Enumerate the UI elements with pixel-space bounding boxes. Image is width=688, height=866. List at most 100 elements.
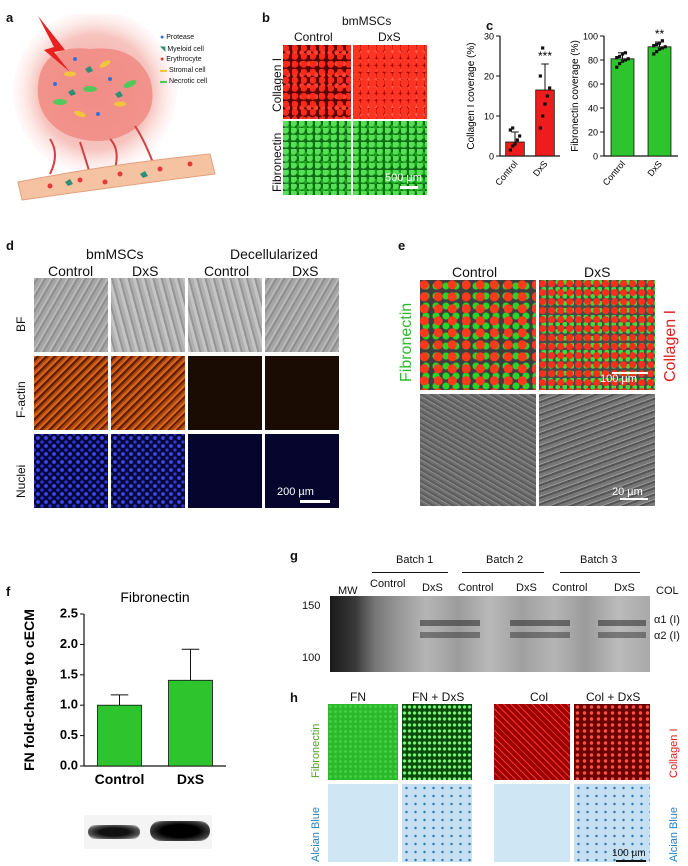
data-point: [618, 54, 622, 58]
lightning-bolt-icon: [38, 16, 70, 72]
chart-title: Fibronectin: [120, 590, 189, 605]
legend-label: Stromal cell: [168, 67, 206, 74]
blot-band: [420, 620, 480, 626]
protease-dot-icon: ●: [160, 34, 165, 41]
legend-item: ◥ Myeloid cell: [160, 45, 207, 56]
y-tick-label: 20: [588, 128, 598, 138]
data-point: [618, 62, 622, 66]
x-tick-label: Control: [601, 159, 627, 188]
x-tick-label: Control: [95, 771, 145, 787]
y-tick-label: 0: [489, 152, 494, 162]
right-label-alcian: Alcian Blue: [668, 806, 680, 862]
col-label-fn-dxs: FN + DxS: [412, 690, 465, 704]
scale-bar-label-e-bottom: 20 µm: [612, 486, 643, 498]
data-point: [657, 41, 662, 45]
left-label-fibronectin: Fibronectin: [310, 723, 322, 778]
row-label-fibronectin: Fibronectin: [270, 132, 284, 192]
data-point: [541, 46, 545, 50]
image-factin-bmmsc-control: [34, 356, 108, 430]
band-label-alpha1: α1 (I): [654, 614, 680, 626]
image-bf-bmmsc-control: [34, 278, 108, 352]
y-tick-label: 40: [588, 104, 598, 114]
data-point: [620, 59, 625, 63]
data-point: [545, 94, 549, 98]
scale-bar-e-top: [612, 372, 648, 374]
image-collagen-control: [283, 45, 351, 119]
panel-letter-e: e: [398, 238, 406, 253]
image-collagen-dxs: [353, 45, 427, 119]
tumor-mass: [37, 48, 153, 142]
image-nuclei-decell-dxs: [265, 434, 339, 508]
blood-vessel-branches: [49, 125, 156, 175]
data-point: [623, 58, 627, 62]
image-alcian-col-dxs: [574, 784, 650, 862]
chart-fn-fold-change: 0.0 0.5 1.0 1.5 2.0 2.5 FN fold-change to cECM…: [21, 590, 226, 787]
data-point: [543, 102, 547, 106]
data-point: [620, 52, 625, 56]
group-label-decellularized: Decellularized: [230, 246, 318, 262]
y-tick-label: 1.5: [60, 666, 78, 681]
data-point: [615, 65, 619, 69]
panel-letter-h: h: [290, 690, 298, 705]
y-tick-label: 0.5: [60, 727, 78, 742]
mw-label: MW: [338, 585, 358, 597]
col-label-control: Control: [48, 263, 94, 279]
legend-label: Erythrocyte: [166, 56, 202, 63]
y-tick-label: 60: [588, 80, 598, 90]
data-point: [652, 44, 656, 48]
image-nuclei-bmmsc-dxs: [111, 434, 185, 508]
data-point: [663, 45, 667, 49]
col-label-fn: FN: [350, 690, 366, 704]
scale-bar-b: [400, 186, 418, 189]
left-label-alcian: Alcian Blue: [310, 806, 322, 862]
col-label-control: Control: [294, 30, 333, 44]
lane-label: Control: [370, 578, 406, 590]
col-label-col-dxs: Col + DxS: [586, 690, 641, 704]
panel-letter-a: a: [6, 10, 14, 25]
left-label-fibronectin: Fibronectin: [398, 302, 415, 382]
mw-marker-100: 100: [302, 652, 321, 664]
panel-letter-b: b: [262, 10, 270, 25]
data-point: [511, 126, 515, 130]
myeloid-cell-icon: ◥: [160, 46, 166, 53]
col-label-dxs: DxS: [378, 30, 401, 44]
row-label-factin: F-actin: [14, 381, 28, 418]
image-merge-dxs: [539, 280, 655, 390]
y-axis-label: Collagen I coverage (%): [466, 42, 477, 149]
y-tick-label: 20: [484, 72, 494, 82]
col-label-control: Control: [204, 263, 250, 279]
significance-marker: ***: [538, 49, 552, 63]
western-blot-fn: [84, 815, 212, 849]
image-fibronectin-control: [283, 121, 351, 195]
data-point: [655, 50, 659, 54]
data-point: [623, 51, 627, 55]
blot-band-control: [88, 825, 140, 839]
panel-a-legend: ● Protease ◥ Myeloid cell ● Erythrocyte …: [160, 34, 207, 89]
col-label-col: Col: [530, 690, 549, 704]
image-col: [494, 704, 570, 780]
col-label-dxs: DxS: [132, 263, 159, 279]
scale-bar-e-bottom: [620, 498, 648, 500]
legend-label: Myeloid cell: [167, 46, 204, 53]
image-factin-decell-control: [188, 356, 262, 430]
group-label-bmmscs: bmMSCs: [86, 246, 144, 262]
legend-item: ▬ Stromal cell: [160, 67, 207, 78]
blot-band: [598, 632, 646, 638]
data-point: [538, 74, 542, 78]
col-label-control: Control: [452, 264, 498, 280]
image-nuclei-decell-control: [188, 434, 262, 508]
row-label-collagen: Collagen I: [270, 57, 284, 112]
batch-label-2: Batch 2: [486, 554, 524, 566]
y-tick-label: 2.0: [60, 636, 78, 651]
image-bf-decell-dxs: [265, 278, 339, 352]
bar: [97, 704, 142, 767]
image-alcian-fn-dxs: [402, 784, 472, 862]
lane-label: DxS: [422, 582, 443, 594]
band-label-alpha2: α2 (I): [654, 630, 680, 642]
batch-label-1: Batch 1: [396, 554, 434, 566]
image-sem-dxs: [539, 394, 655, 506]
data-point: [660, 46, 664, 50]
right-label-collagen: Collagen I: [662, 309, 679, 382]
image-fibronectin-dxs: [353, 121, 427, 195]
